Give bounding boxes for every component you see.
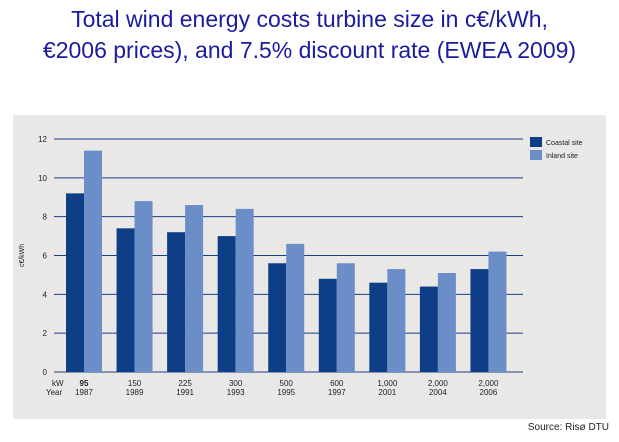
slide-title-line-2: €2006 prices), and 7.5% discount rate (E… <box>42 37 577 63</box>
legend-label: Inland site <box>546 153 578 160</box>
x-tick-kw: 2,000 <box>428 379 449 388</box>
y-tick-label: 0 <box>43 368 48 377</box>
bar-coastal <box>419 286 438 372</box>
bar-chart: 024681012c€/kWh9519871501989225199130019… <box>19 135 583 397</box>
bar-coastal <box>66 193 84 372</box>
bar-inland <box>235 208 254 372</box>
bar-coastal <box>116 228 135 372</box>
bar-coastal <box>470 269 489 372</box>
bar-coastal <box>318 278 337 372</box>
x-tick-year: 1997 <box>328 388 346 397</box>
x-tick-year: 1987 <box>75 388 93 397</box>
source-note: Source: Risø DTU <box>527 422 609 433</box>
x-tick-year: 2006 <box>480 388 498 397</box>
x-tick-kw: 500 <box>280 379 294 388</box>
x-tick-kw: 225 <box>178 379 192 388</box>
x-tick-kw: 1,000 <box>377 379 398 388</box>
y-tick-label: 4 <box>43 290 48 299</box>
legend-swatch <box>530 150 542 160</box>
y-tick-label: 12 <box>38 135 47 144</box>
y-tick-label: 10 <box>38 174 47 183</box>
x-tick-year: 1993 <box>227 388 245 397</box>
y-tick-label: 8 <box>43 213 48 222</box>
slide-title: Total wind energy costs turbine size in … <box>0 4 619 66</box>
x-tick-kw: 600 <box>330 379 344 388</box>
y-tick-label: 2 <box>43 329 48 338</box>
legend-label: Coastal site <box>546 140 583 147</box>
x-row-label-kw: kW <box>52 379 64 388</box>
x-tick-year: 1995 <box>277 388 295 397</box>
bar-inland <box>185 205 204 372</box>
bar-coastal <box>217 236 236 372</box>
legend-swatch <box>530 137 542 147</box>
bar-inland <box>387 269 406 372</box>
bar-coastal <box>369 282 388 372</box>
bar-inland <box>84 150 102 372</box>
slide-title-line-1: Total wind energy costs turbine size in … <box>71 6 548 32</box>
bar-inland <box>437 272 456 372</box>
x-tick-kw: 2,000 <box>478 379 499 388</box>
x-tick-year: 2001 <box>378 388 396 397</box>
bar-inland <box>488 251 507 372</box>
bar-inland <box>286 243 305 372</box>
bar-inland <box>336 263 355 372</box>
x-tick-year: 2004 <box>429 388 447 397</box>
x-tick-year: 1989 <box>126 388 144 397</box>
x-tick-kw: 95 <box>80 379 89 388</box>
chart-panel: 0 2 4 6 8 10 12 c€/kWh 95 1987 150 1989 225 1991 300 19… <box>13 115 606 419</box>
x-row-label-year: Year <box>46 388 63 397</box>
x-tick-kw: 150 <box>128 379 142 388</box>
y-axis-label: c€/kWh <box>19 244 26 267</box>
bar-inland <box>134 201 153 372</box>
x-tick-year: 1991 <box>176 388 194 397</box>
bar-coastal <box>268 263 287 372</box>
y-tick-label: 6 <box>43 252 48 261</box>
x-tick-kw: 300 <box>229 379 243 388</box>
bar-coastal <box>167 232 186 372</box>
